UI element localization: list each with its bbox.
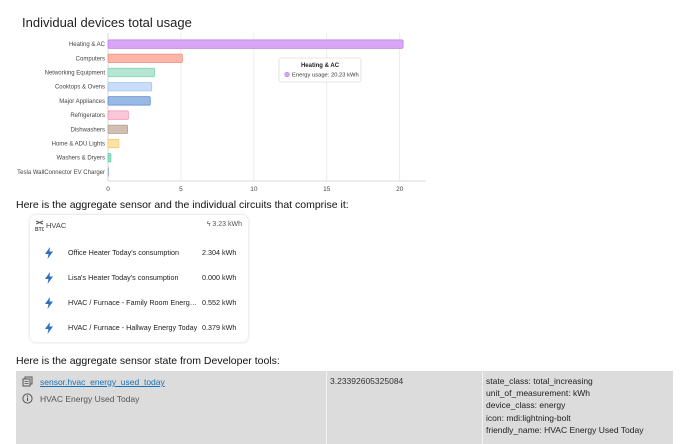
lightning-bolt-icon xyxy=(45,272,53,284)
paragraph-aggregate-circuits: Here is the aggregate sensor and the ind… xyxy=(16,199,349,211)
lightning-bolt-icon xyxy=(45,297,53,309)
hvac-card-header[interactable]: BTC HVAC ϟ 3.23 kWh xyxy=(30,215,248,237)
attribute-line: icon: mdi:lightning-bolt xyxy=(486,412,571,423)
y-tick-label: Washers & Dryers xyxy=(57,156,105,162)
entity-id-link[interactable]: sensor.hvac_energy_used_today xyxy=(40,377,165,387)
entity-row[interactable]: Lisa's Heater Today's consumption 0.000 … xyxy=(30,266,248,291)
entity-row-label: HVAC / Furnace - Hallway Energy Today xyxy=(68,323,198,332)
copy-icon[interactable] xyxy=(22,376,33,387)
energy-chart-card: Individual devices total usage 0 5 10 15 20 H… xyxy=(14,6,430,192)
y-tick-label: Home & ADU Lights xyxy=(52,142,105,148)
bar[interactable] xyxy=(107,167,110,177)
x-tick-label: 20 xyxy=(396,186,404,192)
developer-tools-state-table: sensor.hvac_energy_used_today HVAC Energ… xyxy=(16,371,673,444)
y-tick-label: Computers xyxy=(76,56,105,62)
attribute-line: device_class: energy xyxy=(486,400,566,411)
y-tick-label: Dishwashers xyxy=(71,127,105,133)
entity-row-value: 0.000 kWh xyxy=(202,273,237,282)
entity-friendly-name: HVAC Energy Used Today xyxy=(40,394,140,404)
y-tick-label: Major Appliances xyxy=(59,99,105,105)
x-tick-label: 15 xyxy=(323,186,331,192)
hvac-total: ϟ 3.23 kWh xyxy=(207,221,242,228)
state-cell: 3.23392605325084 xyxy=(327,371,483,444)
entity-row[interactable]: Office Heater Today's consumption 2.304 … xyxy=(30,241,248,266)
bar[interactable] xyxy=(107,82,153,92)
paragraph-developer-tools: Here is the aggregate sensor state from … xyxy=(16,355,280,367)
attribute-line: state_class: total_increasing xyxy=(486,376,593,386)
lightning-bolt-icon: ϟ xyxy=(206,221,211,228)
entity-row-label: Office Heater Today's consumption xyxy=(68,248,179,257)
y-tick-label: Heating & AC xyxy=(69,42,106,48)
bar[interactable] xyxy=(107,153,112,163)
entity-row-label: Lisa's Heater Today's consumption xyxy=(68,273,179,282)
tooltip-box xyxy=(278,57,362,83)
tooltip-swatch xyxy=(284,71,290,78)
bar[interactable] xyxy=(107,124,129,134)
entity-row-value: 0.379 kWh xyxy=(202,323,237,332)
hvac-entities-card: BTC HVAC ϟ 3.23 kWh Office Heater Today's… xyxy=(30,215,248,342)
bar-chart[interactable]: 0 5 10 15 20 Heating & AC Computers Networking … xyxy=(14,6,430,192)
lightning-bolt-icon xyxy=(45,322,53,334)
entity-row[interactable]: HVAC / Furnace - Hallway Energy Today 0.… xyxy=(30,316,248,341)
bar[interactable] xyxy=(107,39,404,49)
y-tick-label: Tesla WallConnector EV Charger xyxy=(17,170,105,176)
lightning-bolt-icon xyxy=(45,247,53,259)
bar[interactable] xyxy=(107,110,129,120)
tooltip-label: Energy usage: 20.23 kWh xyxy=(292,73,359,79)
entity-cell: sensor.hvac_energy_used_today HVAC Energ… xyxy=(16,371,327,444)
y-tick-label: Networking Equipment xyxy=(45,71,106,77)
entity-row-value: 2.304 kWh xyxy=(202,248,237,257)
entity-row[interactable]: HVAC / Furnace - Family Room Energy Toda… xyxy=(30,291,248,316)
info-icon[interactable] xyxy=(22,393,33,404)
hvac-total-value: 3.23 kWh xyxy=(212,221,242,228)
y-tick-label: Cooktops & Ovens xyxy=(55,85,105,91)
hvac-card-title: HVAC xyxy=(46,221,67,230)
bar[interactable] xyxy=(107,53,183,63)
attributes-cell: state_class: total_increasing unit_of_me… xyxy=(483,371,673,444)
bar[interactable] xyxy=(107,96,151,106)
svg-text:BTC: BTC xyxy=(35,227,44,232)
state-value: 3.23392605325084 xyxy=(330,376,404,386)
bar[interactable] xyxy=(107,138,120,149)
tooltip-title: Heating & AC xyxy=(301,63,340,69)
y-tick-label: Refrigerators xyxy=(70,113,105,119)
chart-title: Individual devices total usage xyxy=(22,15,192,30)
x-tick-label: 10 xyxy=(250,186,258,192)
entity-row-value: 0.552 kWh xyxy=(202,298,237,307)
x-tick-label: 0 xyxy=(106,186,110,192)
x-tick-label: 5 xyxy=(179,186,183,192)
attribute-line: friendly_name: HVAC Energy Used Today xyxy=(486,424,644,435)
hvac-icon: BTC xyxy=(35,220,46,233)
entity-row-label: HVAC / Furnace - Family Room Energy Toda… xyxy=(68,298,200,307)
attribute-line: unit_of_measurement: kWh xyxy=(486,388,590,399)
attributes-list: state_class: total_increasing unit_of_me… xyxy=(486,375,644,436)
bar[interactable] xyxy=(107,67,156,78)
